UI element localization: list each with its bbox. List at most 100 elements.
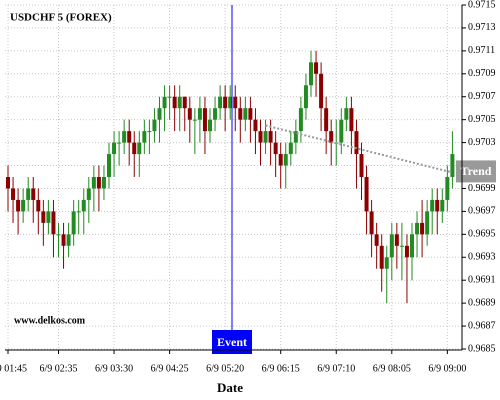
x-tick-label: 6/9 04:25 xyxy=(151,363,189,374)
candle-body xyxy=(177,96,182,109)
candle-body xyxy=(61,234,66,246)
candle-body xyxy=(66,234,71,246)
candle-body xyxy=(278,154,283,166)
candle-body xyxy=(157,108,162,120)
y-tick-label: 0.9699 xyxy=(468,183,496,194)
candle-body xyxy=(142,131,147,143)
y-tick-label: 0.9687 xyxy=(468,320,496,331)
y-tick-label: 0.9693 xyxy=(468,252,496,263)
candle-body xyxy=(415,222,420,235)
candle-body xyxy=(213,108,218,120)
candle-body xyxy=(101,177,106,189)
candle-body xyxy=(31,188,36,200)
event-label: Event xyxy=(217,335,247,349)
chart-title: USDCHF 5 (FOREX) xyxy=(10,12,112,24)
trend-label: Trend xyxy=(461,164,492,178)
x-tick-label: 6/9 05:20 xyxy=(206,363,244,374)
x-tick-label: 6/9 06:15 xyxy=(262,363,300,374)
y-tick-label: 0.9711 xyxy=(468,45,495,56)
candle-body xyxy=(218,96,223,109)
candle-body xyxy=(137,142,142,155)
candle-body xyxy=(122,131,127,143)
candle-body xyxy=(223,96,228,109)
candle-body xyxy=(344,108,349,120)
candle-body xyxy=(283,154,288,166)
candle-body xyxy=(46,211,51,223)
candle-body xyxy=(319,73,324,109)
candle-body xyxy=(404,245,409,258)
candle-body xyxy=(6,177,10,189)
candle-body xyxy=(238,108,243,120)
candle-body xyxy=(288,142,293,155)
candle-body xyxy=(208,119,212,132)
y-tick-label: 0.9713 xyxy=(468,22,496,33)
candle-body xyxy=(16,199,21,212)
candle-body xyxy=(298,108,303,132)
candle-body xyxy=(339,119,344,143)
candle-body xyxy=(268,131,273,143)
candle-body xyxy=(26,188,31,200)
candle-body xyxy=(450,154,455,177)
y-tick-label: 0.9715 xyxy=(468,0,496,10)
candle-body xyxy=(445,177,450,200)
candle-body xyxy=(394,234,399,246)
trend-label-box xyxy=(456,160,496,183)
candle-body xyxy=(96,177,101,189)
candle-body xyxy=(379,245,384,269)
candle-body xyxy=(71,211,76,235)
candle-body xyxy=(248,108,253,120)
candle-body xyxy=(293,131,298,143)
candle-body xyxy=(147,131,152,133)
x-tick-label: 6/9 01:45 xyxy=(0,363,27,374)
candle-body xyxy=(233,96,238,109)
candle-body xyxy=(202,108,207,132)
candle-body xyxy=(303,85,308,109)
candle-body xyxy=(107,154,111,177)
candle-body xyxy=(172,96,177,109)
candle-body xyxy=(152,119,157,132)
candle-body xyxy=(364,177,369,212)
candle-body xyxy=(81,199,86,212)
candle-body xyxy=(324,108,329,132)
candle-body xyxy=(410,234,414,258)
candle-body xyxy=(314,62,319,74)
candle-body xyxy=(369,211,374,235)
x-tick-label: 6/9 07:10 xyxy=(317,363,355,374)
candle-body xyxy=(349,108,354,132)
candle-body xyxy=(192,119,197,121)
watermark: www.delkos.com xyxy=(14,315,86,326)
y-tick-label: 0.9689 xyxy=(468,297,496,308)
candle-body xyxy=(112,142,117,155)
x-tick-label: 6/9 09:00 xyxy=(428,363,466,374)
x-tick-label: 6/9 08:05 xyxy=(373,363,411,374)
y-tick-label: 0.9707 xyxy=(468,91,496,102)
candle-body xyxy=(41,211,46,223)
candle-body xyxy=(263,131,268,143)
y-tick-label: 0.9685 xyxy=(468,343,496,354)
candle-body xyxy=(51,211,56,235)
y-tick-label: 0.9709 xyxy=(468,68,496,79)
candle-body xyxy=(359,154,364,177)
overlays: Trend Event xyxy=(212,5,496,354)
candle-body xyxy=(430,199,435,212)
candle-body xyxy=(384,257,389,269)
candle-body xyxy=(253,119,258,132)
grid: 0.9685 0.9687 0.9689 0.9691 0.9693 0.9695 0.96… xyxy=(0,0,496,374)
candle-body xyxy=(182,96,187,109)
candle-body xyxy=(273,142,278,155)
candle-body xyxy=(21,199,26,212)
candle-body xyxy=(162,96,167,109)
candle-body xyxy=(56,234,61,236)
y-tick-label: 0.9697 xyxy=(468,206,496,217)
candle-body xyxy=(117,142,122,144)
candle-body xyxy=(127,131,132,143)
candle-body xyxy=(374,234,379,246)
candle-body xyxy=(228,96,233,109)
y-tick-label: 0.9705 xyxy=(468,114,496,125)
x-tick-label: 6/9 03:30 xyxy=(95,363,133,374)
candle-body xyxy=(167,96,172,98)
candle-body xyxy=(132,142,137,155)
y-tick-label: 0.9703 xyxy=(468,137,496,148)
candle-body xyxy=(435,199,440,212)
